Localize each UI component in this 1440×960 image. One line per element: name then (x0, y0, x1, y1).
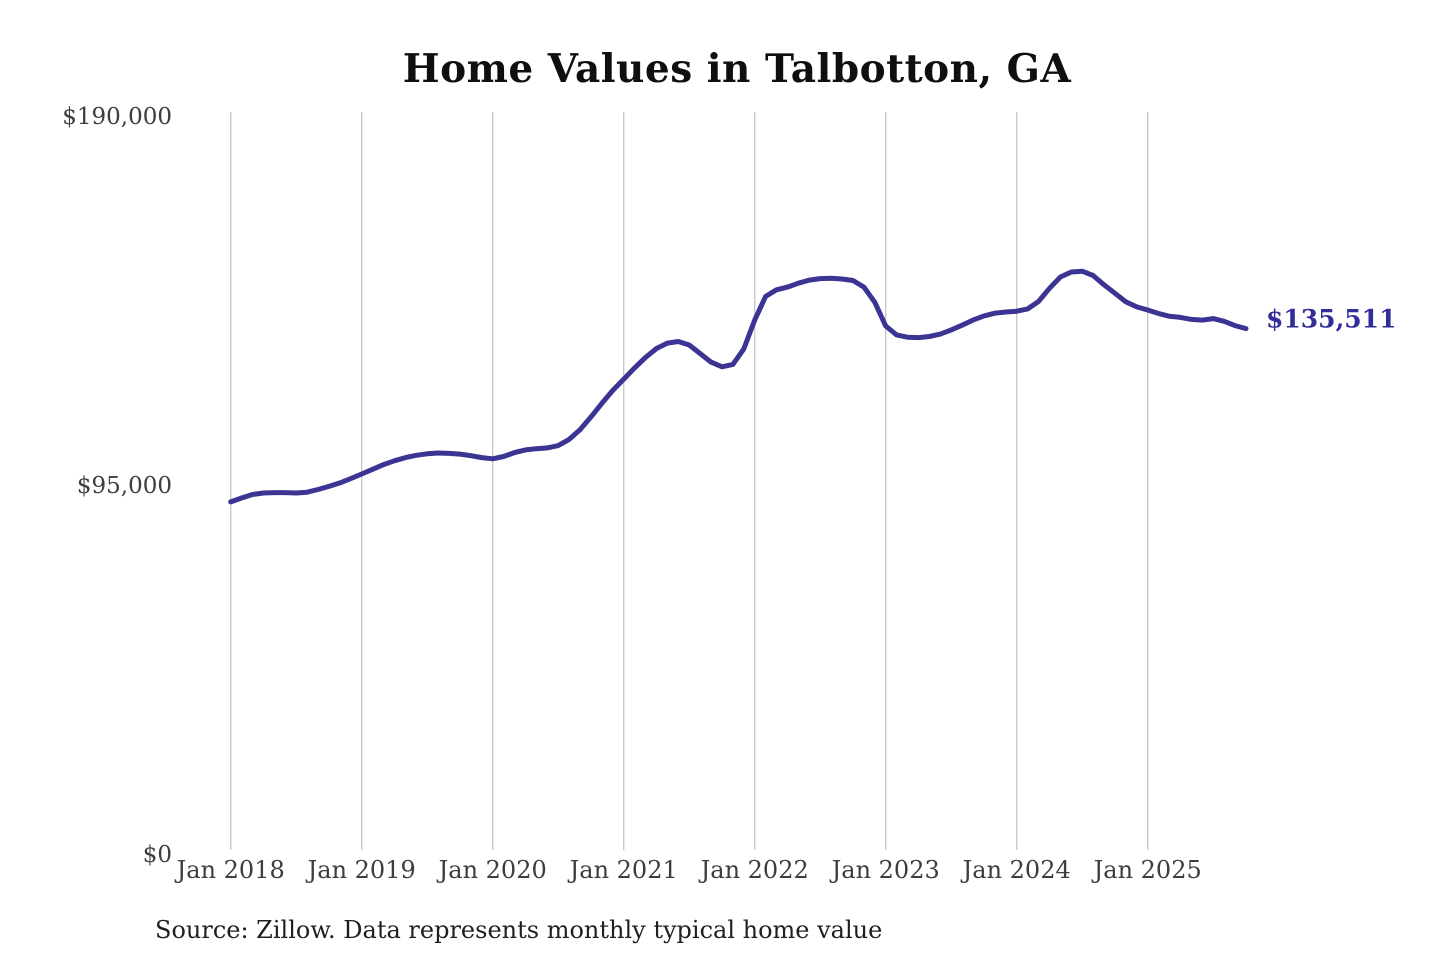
home-value-line-series (228, 268, 1249, 505)
x-tick-label: Jan 2021 (569, 856, 678, 884)
x-tick-label: Jan 2018 (176, 856, 285, 884)
x-tick-label: Jan 2024 (962, 856, 1071, 884)
source-note: Source: Zillow. Data represents monthly … (155, 916, 883, 944)
y-tick-label: $0 (142, 842, 172, 868)
x-tick-label: Jan 2022 (700, 856, 809, 884)
x-tick-label: Jan 2019 (307, 856, 416, 884)
x-tick-label: Jan 2023 (831, 856, 940, 884)
y-tick-label: $190,000 (62, 104, 172, 130)
y-tick-label: $95,000 (76, 473, 172, 499)
x-tick-label: Jan 2020 (438, 856, 547, 884)
current-value-label: $135,511 (1266, 304, 1397, 334)
chart-title: Home Values in Talbotton, GA (402, 46, 1072, 92)
x-tick-label: Jan 2025 (1093, 856, 1202, 884)
